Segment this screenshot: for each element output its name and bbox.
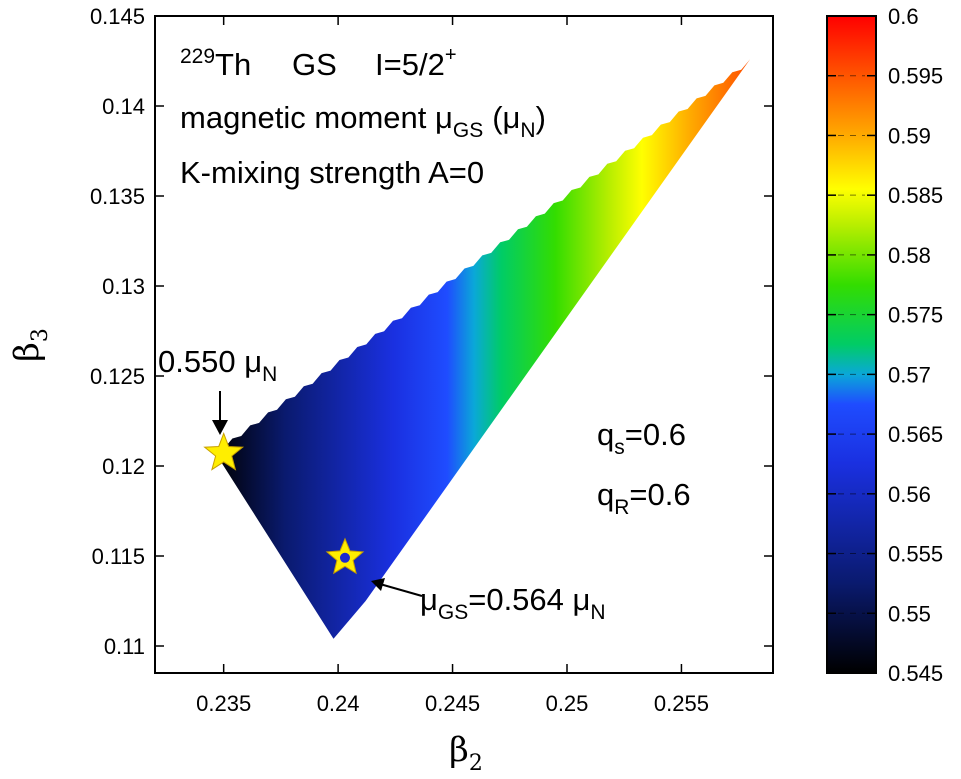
colorbar-tick-label: 0.585: [888, 183, 943, 208]
gs-arrow: [379, 583, 423, 597]
y-tick-label: 0.135: [90, 184, 145, 209]
colorbar: [826, 15, 877, 674]
gs-arrowhead: [371, 578, 385, 591]
colorbar-tick-label: 0.56: [888, 482, 931, 507]
colorbar-tick-label: 0.57: [888, 362, 931, 387]
y-tick-label: 0.11: [104, 634, 145, 659]
y-tick-label: 0.125: [90, 364, 145, 389]
y-axis-title: β3: [7, 328, 53, 362]
y-tick-label: 0.145: [90, 4, 145, 29]
y-axis-ticks: 0.11 0.115 0.12 0.125 0.13 0.135 0.14 0.145: [90, 4, 773, 659]
x-tick-label: 0.245: [425, 691, 480, 716]
qr-label: qR=0.6: [597, 477, 691, 519]
colorbar-tick-label: 0.555: [888, 542, 943, 567]
title-k-mixing-line: K-mixing strength A=0: [180, 155, 484, 190]
colorbar-tick-label: 0.545: [888, 661, 943, 686]
colorbar-tick-label: 0.595: [888, 64, 943, 89]
ground-state-dot: [339, 552, 350, 563]
minimum-value-star: [203, 431, 245, 471]
y-tick-label: 0.115: [92, 544, 145, 569]
qs-label: qs=0.6: [597, 417, 686, 459]
x-tick-label: 0.255: [654, 691, 709, 716]
min-value-arrowhead: [212, 420, 228, 435]
plot-frame: [154, 15, 774, 674]
min-value-label: 0.550 μN: [158, 344, 277, 386]
colorbar-tick-label: 0.6: [888, 4, 919, 29]
colorbar-tick-label: 0.59: [888, 123, 931, 148]
gs-value-label: μGS=0.564 μN: [420, 582, 606, 624]
y-tick-label: 0.13: [102, 274, 145, 299]
x-tick-label: 0.235: [196, 691, 251, 716]
colorbar-ticks: 0.545 0.55 0.555 0.56 0.565 0.57 0.575 0.58 0.58…: [827, 4, 943, 686]
x-axis-title: β2: [449, 730, 483, 776]
colorbar-tick-label: 0.565: [888, 422, 943, 447]
heatmap-region: [214, 59, 751, 639]
title-isotope-line: 229Th GS I=5/2+: [180, 44, 457, 82]
x-tick-label: 0.24: [317, 691, 360, 716]
colorbar-tick-label: 0.55: [888, 601, 931, 626]
title-magnetic-moment-line: magnetic moment μGS (μN): [180, 100, 546, 142]
y-tick-label: 0.14: [102, 94, 145, 119]
colorbar-tick-label: 0.58: [888, 243, 931, 268]
y-tick-label: 0.12: [102, 454, 145, 479]
x-axis-ticks: 0.235 0.24 0.245 0.25 0.255: [196, 16, 709, 716]
colorbar-tick-label: 0.575: [888, 303, 943, 328]
markers: [203, 431, 365, 575]
x-tick-label: 0.25: [546, 691, 589, 716]
